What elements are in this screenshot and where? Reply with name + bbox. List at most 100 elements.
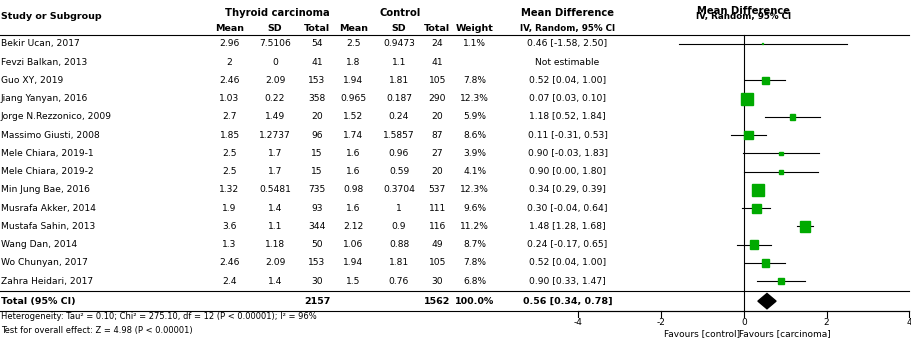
Text: 1.5857: 1.5857 bbox=[384, 131, 415, 140]
Text: 12.3%: 12.3% bbox=[460, 186, 489, 194]
Text: 1.7: 1.7 bbox=[268, 149, 282, 158]
Text: 116: 116 bbox=[428, 222, 446, 231]
Text: 2.46: 2.46 bbox=[220, 76, 240, 85]
Text: 0.98: 0.98 bbox=[343, 186, 363, 194]
Text: 0.90 [0.33, 1.47]: 0.90 [0.33, 1.47] bbox=[529, 277, 606, 286]
Bar bbox=[762, 77, 769, 84]
Text: 2.46: 2.46 bbox=[220, 259, 240, 267]
Text: SD: SD bbox=[392, 24, 406, 33]
Text: 153: 153 bbox=[309, 76, 325, 85]
Text: 1.3: 1.3 bbox=[222, 240, 237, 249]
Text: 1.48 [1.28, 1.68]: 1.48 [1.28, 1.68] bbox=[529, 222, 606, 231]
Text: 1.5: 1.5 bbox=[346, 277, 361, 286]
Text: 1.2737: 1.2737 bbox=[260, 131, 291, 140]
Text: 1.4: 1.4 bbox=[268, 204, 282, 213]
Text: 7.5106: 7.5106 bbox=[260, 40, 291, 48]
Text: 1.32: 1.32 bbox=[220, 186, 240, 194]
Text: 8.6%: 8.6% bbox=[463, 131, 486, 140]
Text: Guo XY, 2019: Guo XY, 2019 bbox=[1, 76, 63, 85]
Text: 1.1%: 1.1% bbox=[463, 40, 486, 48]
Text: 2.5: 2.5 bbox=[222, 167, 237, 176]
Text: 4.1%: 4.1% bbox=[463, 167, 486, 176]
Text: 2.5: 2.5 bbox=[346, 40, 361, 48]
Text: 0.88: 0.88 bbox=[389, 240, 409, 249]
Text: Favours [control]: Favours [control] bbox=[664, 330, 741, 338]
Text: Musrafa Akker, 2014: Musrafa Akker, 2014 bbox=[1, 204, 96, 213]
Text: 2.12: 2.12 bbox=[343, 222, 363, 231]
Text: Mean Difference: Mean Difference bbox=[697, 6, 791, 16]
Text: 87: 87 bbox=[432, 131, 443, 140]
Text: 20: 20 bbox=[432, 167, 443, 176]
Text: 0.46 [-1.58, 2.50]: 0.46 [-1.58, 2.50] bbox=[527, 40, 608, 48]
Text: 0.965: 0.965 bbox=[341, 94, 366, 103]
Text: 0: 0 bbox=[272, 58, 278, 67]
Text: Total: Total bbox=[304, 24, 330, 33]
Text: 41: 41 bbox=[312, 58, 322, 67]
Text: 0.24 [-0.17, 0.65]: 0.24 [-0.17, 0.65] bbox=[527, 240, 608, 249]
Text: 0.9: 0.9 bbox=[392, 222, 406, 231]
Bar bbox=[750, 241, 758, 249]
Text: 30: 30 bbox=[432, 277, 443, 286]
Text: 2.09: 2.09 bbox=[265, 259, 285, 267]
Text: 1.1: 1.1 bbox=[392, 58, 406, 67]
Polygon shape bbox=[758, 293, 776, 309]
Text: 2.4: 2.4 bbox=[222, 277, 237, 286]
Text: 111: 111 bbox=[429, 204, 445, 213]
Text: 1.9: 1.9 bbox=[222, 204, 237, 213]
Text: 1.85: 1.85 bbox=[220, 131, 240, 140]
Text: 0.59: 0.59 bbox=[389, 167, 409, 176]
Text: IV, Random, 95% CI: IV, Random, 95% CI bbox=[520, 24, 615, 33]
Text: 1.8: 1.8 bbox=[346, 58, 361, 67]
Text: -4: -4 bbox=[574, 318, 583, 328]
Text: Wo Chunyan, 2017: Wo Chunyan, 2017 bbox=[1, 259, 87, 267]
Text: 3.6: 3.6 bbox=[222, 222, 237, 231]
Bar bbox=[800, 221, 811, 232]
Text: 8.7%: 8.7% bbox=[463, 240, 486, 249]
Text: 30: 30 bbox=[312, 277, 322, 286]
Text: Fevzi Balkan, 2013: Fevzi Balkan, 2013 bbox=[1, 58, 87, 67]
Text: Thyroid carcinoma: Thyroid carcinoma bbox=[226, 8, 330, 18]
Text: Jorge N.Rezzonico, 2009: Jorge N.Rezzonico, 2009 bbox=[1, 113, 112, 121]
Text: 2: 2 bbox=[824, 318, 829, 328]
Text: 2157: 2157 bbox=[304, 297, 330, 306]
Text: 2: 2 bbox=[227, 58, 232, 67]
Text: 93: 93 bbox=[312, 204, 322, 213]
Text: 105: 105 bbox=[428, 259, 446, 267]
Bar bbox=[779, 151, 783, 155]
Text: Favours [carcinoma]: Favours [carcinoma] bbox=[740, 330, 831, 338]
Text: 2.09: 2.09 bbox=[265, 76, 285, 85]
Text: 0.30 [-0.04, 0.64]: 0.30 [-0.04, 0.64] bbox=[527, 204, 608, 213]
Bar bbox=[762, 259, 769, 267]
Bar bbox=[741, 93, 752, 104]
Text: 0.22: 0.22 bbox=[265, 94, 285, 103]
Text: 24: 24 bbox=[432, 40, 443, 48]
Text: 344: 344 bbox=[308, 222, 326, 231]
Text: 1.18: 1.18 bbox=[265, 240, 285, 249]
Text: 1.7: 1.7 bbox=[268, 167, 282, 176]
Text: 1: 1 bbox=[396, 204, 402, 213]
Text: IV, Random, 95% CI: IV, Random, 95% CI bbox=[696, 12, 792, 21]
Text: 0.9473: 0.9473 bbox=[384, 40, 415, 48]
Text: Study or Subgroup: Study or Subgroup bbox=[1, 13, 101, 21]
Text: 0.52 [0.04, 1.00]: 0.52 [0.04, 1.00] bbox=[529, 76, 606, 85]
Text: 9.6%: 9.6% bbox=[463, 204, 486, 213]
Bar bbox=[778, 278, 784, 285]
Text: Bekir Ucan, 2017: Bekir Ucan, 2017 bbox=[1, 40, 79, 48]
Text: 0.34 [0.29, 0.39]: 0.34 [0.29, 0.39] bbox=[529, 186, 606, 194]
Text: 105: 105 bbox=[428, 76, 446, 85]
Text: 12.3%: 12.3% bbox=[460, 94, 489, 103]
Text: 3.9%: 3.9% bbox=[463, 149, 486, 158]
Text: 0.07 [0.03, 0.10]: 0.07 [0.03, 0.10] bbox=[529, 94, 606, 103]
Text: 7.8%: 7.8% bbox=[463, 259, 486, 267]
Text: 1.94: 1.94 bbox=[343, 259, 363, 267]
Text: 0.52 [0.04, 1.00]: 0.52 [0.04, 1.00] bbox=[529, 259, 606, 267]
Text: 20: 20 bbox=[432, 113, 443, 121]
Text: 5.9%: 5.9% bbox=[463, 113, 486, 121]
Text: 358: 358 bbox=[309, 94, 325, 103]
Text: 7.8%: 7.8% bbox=[463, 76, 486, 85]
Text: 153: 153 bbox=[309, 259, 325, 267]
Text: 1.81: 1.81 bbox=[389, 76, 409, 85]
Text: 96: 96 bbox=[312, 131, 322, 140]
Bar bbox=[752, 184, 763, 196]
Text: 1.03: 1.03 bbox=[220, 94, 240, 103]
